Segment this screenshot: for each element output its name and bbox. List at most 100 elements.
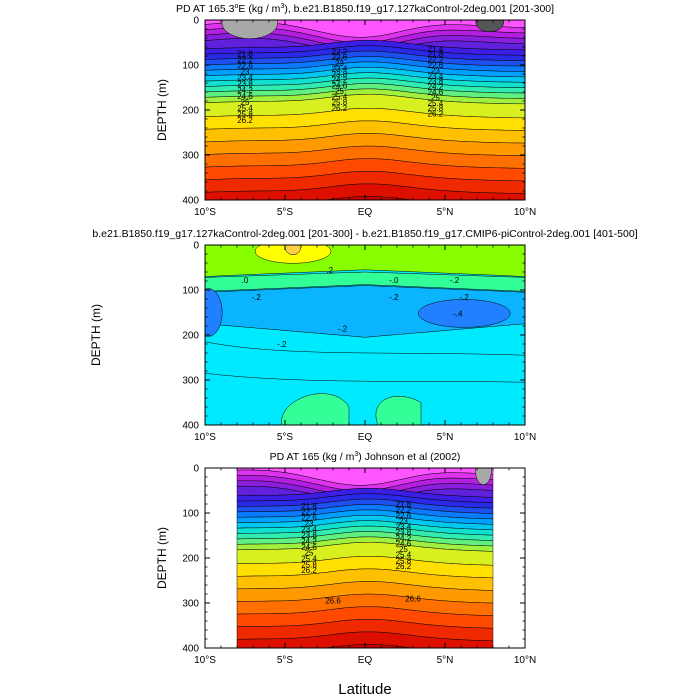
contour-label: 23.8 xyxy=(237,80,253,89)
contour-label: -.4 xyxy=(453,309,463,318)
chart-title: PD AT 165 (kg / m3) Johnson et al (2002) xyxy=(270,451,461,463)
x-tick-label: 5°S xyxy=(277,207,294,218)
panel-2-difference: .2.0 -.0 -.2-.2 -.2 -.2-.4-.2-.2 10°S 5°S EQ 5°… xyxy=(89,228,638,443)
contour-label: 25.8 xyxy=(301,560,317,569)
contour-line xyxy=(205,341,525,356)
contour-label: -.2 xyxy=(389,293,399,302)
contour-label: 23.4 xyxy=(396,523,412,532)
contour-label: 23.4 xyxy=(301,525,317,534)
contour-label: 24.6 xyxy=(428,88,444,97)
contour-label: 25.4 xyxy=(237,104,253,113)
contour-label: -.2 xyxy=(252,293,262,302)
y-tick-label: 300 xyxy=(182,151,199,162)
contour-label: .0 xyxy=(242,276,249,285)
panel-1-model-density: 21.822.222.62323.423.824.224.62525.425.8… xyxy=(155,3,554,218)
y-tick-label: 100 xyxy=(182,509,199,520)
x-tick-label: 5°N xyxy=(437,207,454,218)
contour-label: 25.4 xyxy=(301,554,317,563)
y-tick-label: 200 xyxy=(182,554,199,565)
contour-label: 26.2 xyxy=(428,110,444,119)
density-band-24 xyxy=(323,196,415,200)
chart-title: b.e21.B1850.f19_g17.127kaControl-2deg.00… xyxy=(92,228,637,240)
title-segment: PD AT 165 (kg / m xyxy=(270,451,355,463)
title-segment: E (kg / m xyxy=(238,3,280,15)
x-tick-label: 10°N xyxy=(514,207,536,218)
contour-label: 23.4 xyxy=(237,74,253,83)
x-tick-label: 10°N xyxy=(514,432,536,443)
contour-label: 23.4 xyxy=(332,64,348,73)
contour-label: 22.2 xyxy=(396,506,412,515)
contour-label: 21.8 xyxy=(396,500,412,509)
density-band-24 xyxy=(323,644,415,648)
x-tick-label: EQ xyxy=(358,655,373,666)
contour-label: 21.8 xyxy=(237,49,253,58)
contour-label: 25 xyxy=(399,545,408,554)
contour-label: 26.2 xyxy=(332,104,348,113)
negative-core-west xyxy=(205,288,223,337)
contour-label: -.2 xyxy=(460,293,470,302)
contour-label: 26.2 xyxy=(396,562,412,571)
x-tick-label: 10°N xyxy=(514,655,536,666)
contour-label: 25.8 xyxy=(396,556,412,565)
y-tick-label: 100 xyxy=(182,286,199,297)
near-zero-layer xyxy=(205,271,525,292)
contour-label: 25.8 xyxy=(332,98,348,107)
contour-label: 23.4 xyxy=(428,72,444,81)
contour-label: .2 xyxy=(326,266,333,275)
contour-label: -.2 xyxy=(338,325,348,334)
contour-label: 26.6 xyxy=(405,595,421,604)
contour-label: 25.8 xyxy=(237,110,253,119)
contour-label: 23 xyxy=(431,66,440,75)
contour-label: -.0 xyxy=(389,276,399,285)
contour-label: 24.6 xyxy=(396,539,412,548)
surface-patch-1 xyxy=(475,468,492,485)
y-tick-label: 200 xyxy=(182,331,199,342)
density-band-23 xyxy=(236,631,494,648)
contour-label: 22.2 xyxy=(301,508,317,517)
contour-label: -.2 xyxy=(450,276,460,285)
contour-label: 23 xyxy=(399,517,408,526)
contour-label: 23.8 xyxy=(428,77,444,86)
contour-label: 22.2 xyxy=(428,56,444,65)
contour-label: 23 xyxy=(305,519,314,528)
contour-label: 25.8 xyxy=(428,104,444,113)
y-tick-label: 0 xyxy=(193,16,199,27)
contour-label: 24.2 xyxy=(396,534,412,543)
contour-label: 23.8 xyxy=(301,531,317,540)
y-tick-label: 0 xyxy=(193,241,199,252)
x-tick-label: EQ xyxy=(358,207,373,218)
contour-label: 24.6 xyxy=(332,81,348,90)
x-axis-label: Latitude xyxy=(338,681,391,698)
contour-label: 24.2 xyxy=(428,83,444,92)
y-axis-label: DEPTH (m) xyxy=(155,79,169,141)
contour-label: 26.6 xyxy=(325,596,341,605)
contour-line xyxy=(205,373,525,383)
chart-title: PD AT 165.3oE (kg / m3), b.e21.B1850.f19… xyxy=(176,3,554,15)
y-tick-label: 300 xyxy=(182,376,199,387)
y-tick-label: 200 xyxy=(182,106,199,117)
x-tick-label: 5°N xyxy=(437,655,454,666)
title-segment: PD AT 165.3 xyxy=(176,3,235,15)
contour-label: 23 xyxy=(241,68,250,77)
contour-label: -.2 xyxy=(277,340,287,349)
x-tick-label: EQ xyxy=(358,432,373,443)
contour-label: 24.2 xyxy=(237,86,253,95)
contour-label: 22.2 xyxy=(237,55,253,64)
contour-label: 22.2 xyxy=(332,48,348,57)
panel-3-observed-density: 21.822.222.62323.423.824.224.62525.425.8… xyxy=(155,451,536,698)
contour-label: 22.6 xyxy=(332,53,348,62)
title-superscript: 3 xyxy=(354,451,358,458)
contour-label: 24.6 xyxy=(237,92,253,101)
deep-positive-patch-west xyxy=(281,393,350,425)
title-superscript: o xyxy=(235,3,239,10)
contour-label: 21.4 xyxy=(428,45,444,54)
surface-patch-2 xyxy=(475,20,505,33)
contour-label: 25 xyxy=(305,549,314,558)
contour-label: 24.2 xyxy=(301,537,317,546)
contour-label: 22.6 xyxy=(237,61,253,70)
contour-label: 24.2 xyxy=(332,76,348,85)
title-segment: ), b.e21.B1850.f19_g17.127kaControl-2deg… xyxy=(284,3,554,15)
x-tick-label: 10°S xyxy=(194,655,216,666)
surface-patch-1 xyxy=(221,20,279,39)
y-axis-label: DEPTH (m) xyxy=(89,304,103,366)
